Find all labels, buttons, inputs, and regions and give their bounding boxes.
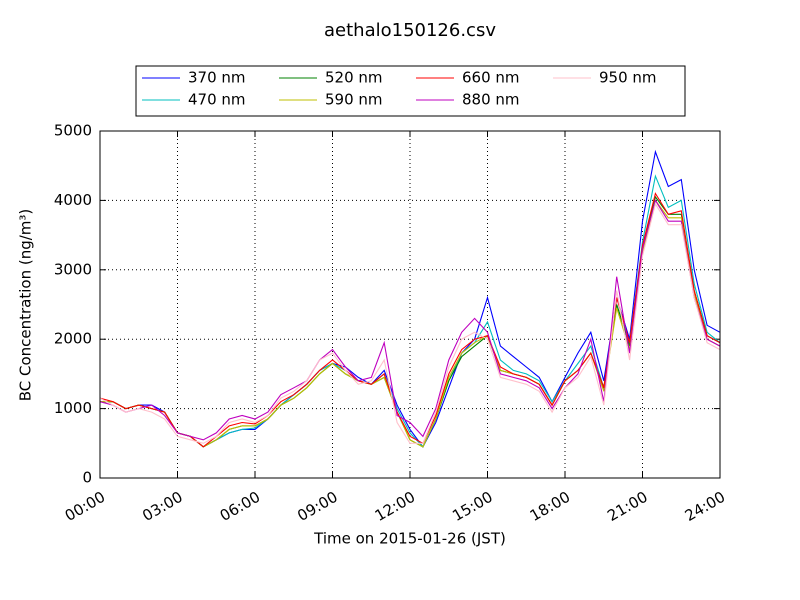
series-line — [99, 192, 721, 448]
y-axis-label: BC Concentration (ng/m³) — [17, 209, 35, 402]
legend-label: 370 nm — [188, 69, 246, 87]
legend-label: 590 nm — [325, 91, 383, 109]
series-line — [99, 202, 721, 444]
legend-box — [135, 65, 686, 117]
legend-label: 660 nm — [462, 69, 520, 87]
y-tick-label: 0 — [82, 469, 92, 487]
legend-label: 950 nm — [599, 69, 657, 87]
x-axis-label: Time on 2015-01-26 (JST) — [313, 530, 506, 548]
y-tick-label: 2000 — [54, 330, 92, 348]
chart-title: aethalo150126.csv — [324, 20, 496, 41]
legend-label: 880 nm — [462, 91, 520, 109]
y-tick-label: 1000 — [54, 399, 92, 417]
series-line — [99, 199, 721, 441]
y-tick-label: 5000 — [54, 122, 92, 140]
y-tick-label: 3000 — [54, 260, 92, 278]
plot-frame — [99, 130, 721, 479]
legend-label: 470 nm — [188, 91, 246, 109]
y-tick-label: 4000 — [54, 191, 92, 209]
legend-label: 520 nm — [325, 69, 383, 87]
